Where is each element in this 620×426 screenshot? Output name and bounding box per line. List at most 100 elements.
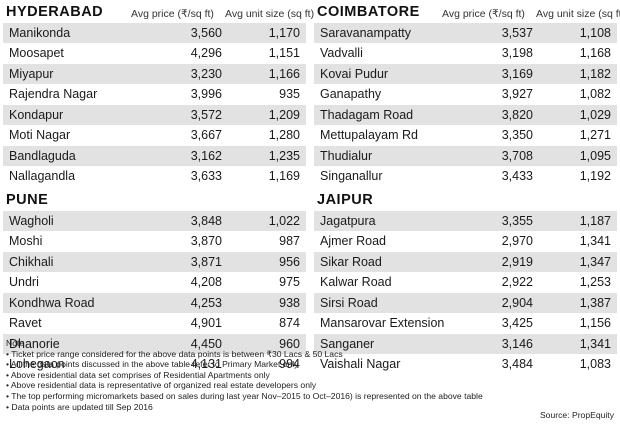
- table-row: Saravanampatty 3,537 1,108: [314, 22, 617, 43]
- table-row: Thadagam Road 3,820 1,029: [314, 104, 617, 125]
- avg-size-cell: 1,341: [579, 234, 611, 249]
- avg-size-cell: 1,280: [268, 128, 300, 143]
- avg-size-cell: 1,083: [579, 357, 611, 372]
- avg-size-cell: 1,253: [579, 275, 611, 290]
- table-row: Sikar Road 2,919 1,347: [314, 251, 617, 272]
- table-row: Lohegaon 4,131 994: [3, 353, 306, 374]
- avg-price-cell: 4,131: [190, 357, 222, 372]
- avg-price-cell: 2,970: [501, 234, 533, 249]
- table-body: Saravanampatty 3,537 1,108 Vadvalli 3,198 1,1…: [314, 22, 617, 186]
- avg-price-cell: 3,433: [501, 169, 533, 184]
- note-line: • Above residential data set comprises o…: [6, 369, 270, 380]
- avg-size-cell: 1,192: [579, 169, 611, 184]
- right-column: COIMBATORE Avg price (₹/sq ft) Avg unit si…: [314, 0, 620, 374]
- table-body: Manikonda 3,560 1,170 Moosapet 4,296 1,151 Miy…: [3, 22, 306, 186]
- micromarket-name: Bandlaguda: [9, 148, 76, 163]
- avg-price-cell: 3,996: [190, 87, 222, 102]
- avg-size-cell: 994: [279, 357, 300, 372]
- micromarket-name: Lohegaon: [9, 357, 65, 372]
- avg-price-cell: 3,870: [190, 234, 222, 249]
- source-credit: Source: PropEquity: [539, 410, 614, 420]
- table-row: Manikonda 3,560 1,170: [3, 22, 306, 43]
- table-row: Wagholi 3,848 1,022: [3, 210, 306, 231]
- avg-size-cell: 987: [279, 234, 300, 249]
- city-heading: HYDERABAD: [6, 4, 104, 20]
- avg-size-cell: 1,166: [268, 66, 300, 81]
- avg-price-cell: 3,169: [501, 66, 533, 81]
- avg-size-cell: 1,341: [579, 336, 611, 351]
- avg-price-cell: 3,198: [501, 46, 533, 61]
- table-row: Nallagandla 3,633 1,169: [3, 165, 306, 186]
- table-row: Moosapet 4,296 1,151: [3, 42, 306, 63]
- avg-price-cell: 3,230: [190, 66, 222, 81]
- size-column-header: Avg unit size (sq ft): [225, 8, 315, 20]
- table-row: Mettupalayam Rd 3,350 1,271: [314, 124, 617, 145]
- tables-area: HYDERABAD Avg price (₹/sq ft) Avg unit siz…: [3, 0, 620, 374]
- micromarket-name: Singanallur: [320, 169, 383, 184]
- table-row: Undri 4,208 975: [3, 271, 306, 292]
- avg-size-cell: 960: [279, 336, 300, 351]
- avg-price-cell: 2,922: [501, 275, 533, 290]
- micromarket-name: Kondhwa Road: [9, 295, 95, 310]
- avg-price-cell: 3,572: [190, 107, 222, 122]
- table-row: Kondhwa Road 4,253 938: [3, 292, 306, 313]
- table-row: Rajendra Nagar 3,996 935: [3, 83, 306, 104]
- micromarket-name: Sikar Road: [320, 254, 382, 269]
- avg-size-cell: 1,151: [268, 46, 300, 61]
- note-line: • Data points are updated till Sep 2016: [6, 401, 153, 412]
- avg-size-cell: 1,209: [268, 107, 300, 122]
- city-heading: COIMBATORE: [317, 4, 420, 20]
- micromarket-name: Saravanampatty: [320, 25, 412, 40]
- micromarket-name: Dhanorie: [9, 336, 60, 351]
- table-row: Ganapathy 3,927 1,082: [314, 83, 617, 104]
- table-row: Singanallur 3,433 1,192: [314, 165, 617, 186]
- avg-price-cell: 3,162: [190, 148, 222, 163]
- micromarket-name: Thudialur: [320, 148, 373, 163]
- table-row: Ravet 4,901 874: [3, 312, 306, 333]
- micromarket-name: Vaishali Nagar: [320, 357, 401, 372]
- avg-price-cell: 3,633: [190, 169, 222, 184]
- avg-size-cell: 1,169: [268, 169, 300, 184]
- avg-size-cell: 1,082: [579, 87, 611, 102]
- table-row: Ajmer Road 2,970 1,341: [314, 230, 617, 251]
- avg-price-cell: 4,901: [190, 316, 222, 331]
- avg-price-cell: 3,355: [501, 213, 533, 228]
- avg-price-cell: 3,667: [190, 128, 222, 143]
- table-body: Jagatpura 3,355 1,187 Ajmer Road 2,970 1,341 S…: [314, 210, 617, 374]
- avg-price-cell: 3,425: [501, 316, 533, 331]
- table-body: Wagholi 3,848 1,022 Moshi 3,870 987 Chikhali 3,…: [3, 210, 306, 374]
- avg-size-cell: 1,387: [579, 295, 611, 310]
- micromarket-name: Undri: [9, 275, 39, 290]
- notes-list: • Ticket price range considered for the …: [6, 349, 614, 413]
- avg-price-cell: 3,927: [501, 87, 533, 102]
- avg-size-cell: 1,187: [579, 213, 611, 228]
- table-row: Kalwar Road 2,922 1,253: [314, 271, 617, 292]
- micromarket-name: Kovai Pudur: [320, 66, 389, 81]
- table-row: Moshi 3,870 987: [3, 230, 306, 251]
- price-column-header: Avg price (₹/sq ft): [442, 8, 525, 20]
- micromarket-name: Wagholi: [9, 213, 54, 228]
- micromarket-name: Thadagam Road: [320, 107, 414, 122]
- avg-price-cell: 3,820: [501, 107, 533, 122]
- avg-size-cell: 1,156: [579, 316, 611, 331]
- micromarket-name: Chikhali: [9, 254, 54, 269]
- micromarket-name: Miyapur: [9, 66, 54, 81]
- avg-size-cell: 1,235: [268, 148, 300, 163]
- avg-size-cell: 1,108: [579, 25, 611, 40]
- section-header: JAIPUR: [314, 186, 617, 210]
- avg-size-cell: 1,029: [579, 107, 611, 122]
- section-header: COIMBATORE Avg price (₹/sq ft) Avg unit si…: [314, 0, 620, 22]
- table-row: Bandlaguda 3,162 1,235: [3, 145, 306, 166]
- micromarket-name: Sirsi Road: [320, 295, 378, 310]
- note-line: • All the data points discussed in the a…: [6, 359, 299, 370]
- avg-size-cell: 1,347: [579, 254, 611, 269]
- avg-size-cell: 1,095: [579, 148, 611, 163]
- avg-price-cell: 4,208: [190, 275, 222, 290]
- micromarket-name: Mansarovar Extension: [320, 316, 445, 331]
- notes-title: Note: [6, 338, 25, 348]
- micromarket-name: Manikonda: [9, 25, 71, 40]
- avg-price-cell: 4,296: [190, 46, 222, 61]
- city-heading: JAIPUR: [317, 192, 374, 208]
- note-line: • Ticket price range considered for the …: [6, 348, 343, 359]
- micromarket-name: Moshi: [9, 234, 43, 249]
